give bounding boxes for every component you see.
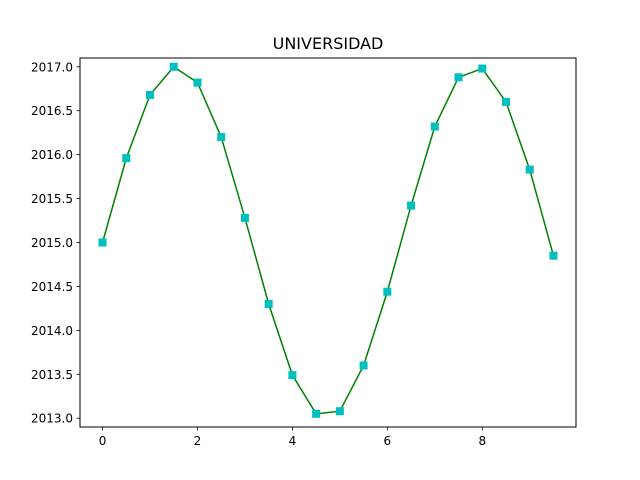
x-tick-label: 8 [478, 434, 486, 448]
data-point-marker [383, 287, 392, 296]
data-point-marker [122, 154, 131, 163]
x-tick-label: 2 [194, 434, 202, 448]
data-point-marker [525, 165, 534, 174]
data-point-marker [264, 300, 273, 308]
data-point-marker [169, 62, 178, 71]
plot-area-frame [79, 57, 577, 428]
data-point-marker [454, 73, 463, 82]
data-point-marker [478, 64, 487, 73]
data-point-marker [288, 371, 297, 380]
data-point-marker [217, 133, 226, 142]
y-tick-label: 2016.5 [31, 104, 73, 118]
y-tick-label: 2014.0 [31, 324, 73, 338]
data-point-marker [501, 97, 510, 106]
x-tick-label: 4 [289, 434, 297, 448]
y-tick-label: 2016.0 [31, 148, 73, 162]
data-point-marker [359, 361, 368, 370]
data-point-marker [407, 201, 416, 210]
y-tick-label: 2015.5 [31, 192, 73, 206]
series-layer [98, 62, 558, 418]
data-point-marker [549, 251, 558, 260]
y-axis: 2013.0 2013.5 2014.0 2014.5 2015.0 2015.5 2016… [31, 60, 80, 426]
data-point-marker [312, 409, 321, 418]
data-point-marker [430, 122, 439, 131]
data-point-marker [146, 90, 155, 99]
x-tick-label: 0 [99, 434, 107, 448]
y-tick-label: 2017.0 [31, 60, 73, 74]
data-point-marker [335, 407, 344, 416]
y-tick-label: 2013.5 [31, 368, 73, 382]
x-axis: 0 2 4 6 8 [99, 427, 486, 448]
y-tick-label: 2014.5 [31, 280, 73, 294]
data-point-marker [98, 238, 107, 247]
series-line [101, 65, 555, 415]
data-point-marker [193, 78, 202, 87]
chart-title: UNIVERSIDAD [273, 34, 384, 53]
x-tick-label: 6 [384, 434, 392, 448]
data-point-marker [240, 213, 249, 222]
y-tick-label: 2013.0 [31, 412, 73, 426]
y-tick-label: 2015.0 [31, 236, 73, 250]
